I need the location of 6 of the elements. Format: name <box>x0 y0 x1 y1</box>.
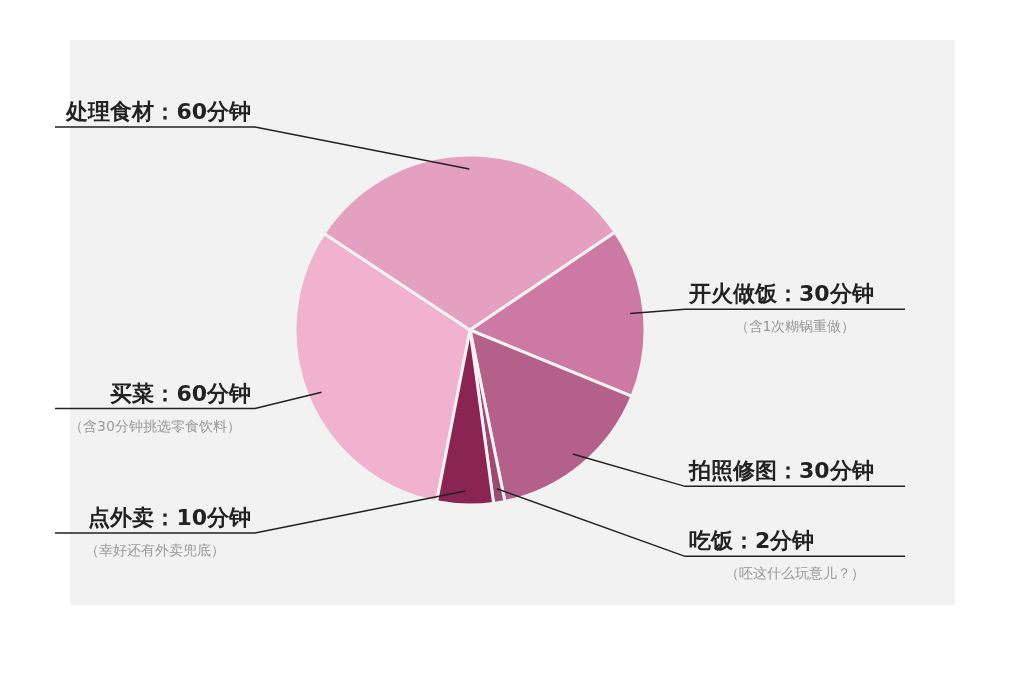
slice-label: 拍照修图：30分钟 <box>688 458 874 484</box>
slice-label: 吃饭：2分钟 <box>689 528 815 554</box>
slice-label: 买菜：60分钟 <box>110 380 251 406</box>
slice-label: 点外卖：10分钟 <box>88 504 251 530</box>
slice-label: 处理食材：60分钟 <box>65 99 251 124</box>
slice-label: 开火做饭：30分钟 <box>688 281 874 307</box>
